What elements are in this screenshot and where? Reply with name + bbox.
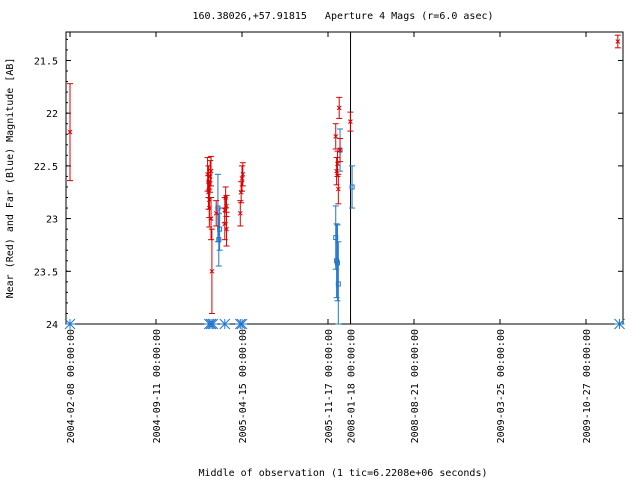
y-axis-title: Near (Red) and Far (Blue) Magnitude [AB]: [5, 58, 16, 299]
near-point: [335, 186, 341, 192]
limit-point: [64, 318, 76, 330]
far-point: [217, 226, 223, 232]
far-point: [335, 281, 341, 287]
limit-point: [236, 318, 248, 330]
near-point: [209, 268, 215, 274]
near-point: [335, 161, 340, 167]
x-tick-label: 2004-02-08 00:00:00: [66, 329, 77, 443]
limit-point: [219, 318, 231, 330]
limit-point: [614, 318, 625, 330]
near-point: [333, 134, 339, 139]
y-tick-label: 23: [46, 215, 58, 226]
near-point: [67, 129, 73, 135]
y-tick-label: 22.5: [34, 162, 58, 173]
y-tick-label: 22: [46, 109, 58, 120]
near-point: [208, 216, 214, 221]
x-axis-title: Middle of observation (1 tic=6.2208e+06 …: [199, 468, 488, 479]
near-point: [615, 39, 621, 44]
near-point: [237, 210, 243, 216]
x-tick-label: 2008-01-18 00:00:00: [347, 329, 358, 443]
far-point: [349, 184, 355, 190]
x-tick-label: 2005-11-17 00:00:00: [324, 329, 335, 443]
far-point: [334, 260, 340, 266]
y-tick-label: 24: [46, 320, 58, 331]
far-point: [216, 237, 222, 243]
limit-point: [207, 318, 219, 330]
x-tick-label: 2009-03-25 00:00:00: [496, 329, 507, 443]
near-point: [337, 147, 343, 153]
near-point: [224, 203, 229, 209]
x-tick-label: 2008-08-21 00:00:00: [410, 329, 421, 443]
y-tick-label: 21.5: [34, 56, 58, 67]
x-tick-label: 2004-09-11 00:00:00: [152, 329, 163, 443]
near-point: [208, 168, 214, 174]
x-tick-label: 2005-04-15 00:00:00: [238, 329, 249, 443]
near-point: [348, 119, 353, 124]
near-point: [213, 210, 219, 216]
near-point: [224, 226, 229, 232]
near-point: [336, 105, 342, 111]
near-point: [240, 171, 246, 177]
x-tick-label: 2009-10-27 00:00:00: [582, 329, 593, 443]
y-tick-label: 23.5: [34, 267, 58, 278]
plot-area: 21.5 22 22.5 23 23.5 24 2004-02-08 00:00:00 200…: [34, 31, 625, 443]
chart-title: 160.38026,+57.91815 Aperture 4 Mags (r=6…: [192, 11, 493, 22]
plot-frame: [65, 31, 624, 325]
